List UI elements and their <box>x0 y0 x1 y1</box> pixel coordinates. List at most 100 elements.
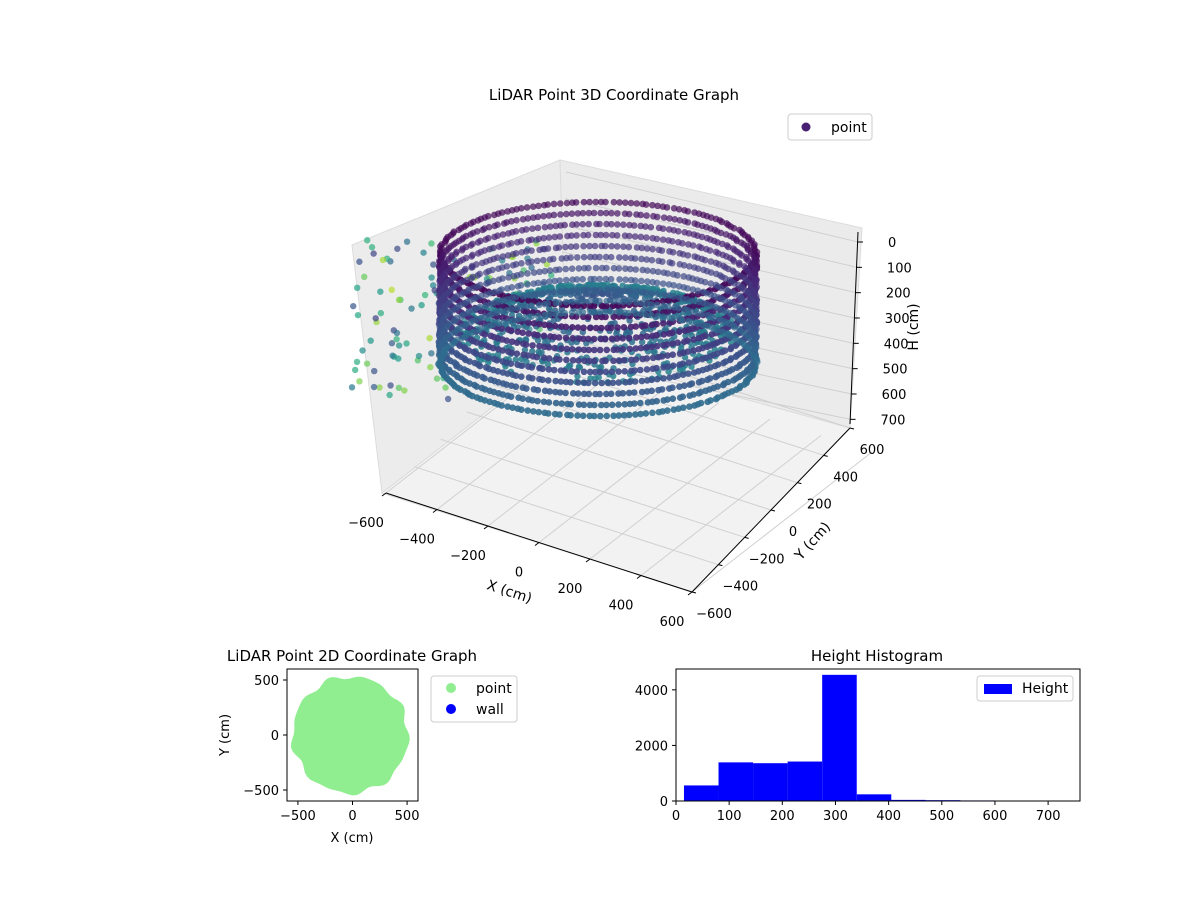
scatter-point <box>515 394 522 402</box>
scatter-point <box>602 390 610 398</box>
scatter-point <box>534 279 542 287</box>
scatter-point <box>476 270 484 278</box>
scatter-point <box>675 227 682 235</box>
scatter-point <box>625 298 632 306</box>
scatter-point <box>675 205 683 213</box>
scatter-point <box>596 297 603 305</box>
scatter-point <box>507 306 515 313</box>
scatter-point <box>477 351 485 359</box>
x-tick-mark <box>381 492 387 497</box>
scatter-point <box>408 305 415 312</box>
scatter-point <box>485 359 492 366</box>
scatter-point <box>609 379 617 387</box>
scatter-point <box>638 388 646 396</box>
scatter-point <box>648 256 656 264</box>
scatter-point <box>695 390 703 397</box>
scatter-point <box>363 360 371 367</box>
scatter-point <box>597 231 605 239</box>
scatter-point <box>603 297 610 305</box>
scatter-point <box>551 410 559 418</box>
scatter-point <box>708 331 716 338</box>
scatter-point <box>751 336 759 344</box>
scatter-point <box>643 245 651 252</box>
scatter-point <box>415 352 423 360</box>
z-tick-label: 400 <box>884 337 909 352</box>
scatter-point <box>575 401 583 408</box>
scatter-point <box>695 379 703 386</box>
z-tick-label: 0 <box>888 236 896 251</box>
scatter-point <box>647 223 655 231</box>
scatter-point <box>567 243 575 251</box>
scatter-point <box>579 209 587 217</box>
scatter-point <box>541 343 548 351</box>
scatter-point <box>592 198 600 206</box>
histogram-frame <box>675 668 1081 802</box>
scatter-point <box>586 297 594 305</box>
histogram-bar <box>683 785 719 801</box>
scatter-point <box>498 209 506 216</box>
scatter-point <box>530 331 538 338</box>
scatter-point <box>556 277 563 284</box>
scatter-point <box>514 361 521 369</box>
scatter-point <box>490 355 498 363</box>
scatter-point <box>614 324 621 331</box>
scatter-point <box>615 412 623 419</box>
scatter-point <box>504 252 512 259</box>
scatter-point <box>524 407 532 414</box>
histogram-bar <box>891 799 926 801</box>
scatter-point <box>359 347 366 354</box>
scatter-point <box>525 330 532 337</box>
scatter-point <box>580 390 588 398</box>
scatter-point <box>753 325 760 333</box>
scatter-point <box>602 308 610 316</box>
scatter-point <box>591 308 599 316</box>
scatter-point <box>626 345 634 353</box>
plot-2d-legend-marker-point <box>446 683 456 693</box>
y-tick-label: 200 <box>807 498 832 513</box>
plot-3d-legend: point <box>787 113 873 141</box>
scatter-point <box>681 382 688 389</box>
scatter-point <box>590 209 598 217</box>
scatter-point <box>513 350 521 358</box>
scatter-point <box>535 235 542 243</box>
scatter-point <box>528 247 535 254</box>
scatter-point <box>603 220 610 228</box>
histogram-title: Height Histogram <box>811 647 943 665</box>
scatter-point <box>498 242 506 249</box>
scatter-point <box>669 249 677 256</box>
x-tick-label: 0 <box>672 809 680 824</box>
scatter-point <box>586 357 593 365</box>
scatter-point <box>558 345 565 352</box>
histogram-legend: Height <box>976 675 1074 702</box>
x-tick-label: 0 <box>348 809 356 824</box>
scatter-point <box>552 388 559 396</box>
scatter-point <box>752 292 760 300</box>
scatter-point <box>613 335 621 342</box>
scatter-point <box>494 232 501 239</box>
scatter-point <box>632 345 640 352</box>
x-tick-label: −200 <box>450 549 486 564</box>
x-tick-label: 100 <box>717 809 742 824</box>
scatter-point <box>395 342 403 349</box>
histogram-ticks: 0 100 200 300 400 500 600 700 0 2000 4000 <box>635 684 1061 824</box>
scatter-point <box>613 232 621 239</box>
scatter-point <box>489 321 497 329</box>
scatter-point <box>579 220 586 228</box>
scatter-point <box>351 366 359 374</box>
scatter-point <box>669 238 676 245</box>
scatter-point <box>753 248 761 256</box>
scatter-point <box>580 242 587 250</box>
scatter-point <box>730 257 738 265</box>
scatter-point <box>675 304 682 312</box>
scatter-point <box>569 356 577 364</box>
scatter-point <box>499 253 507 260</box>
scatter-point <box>517 282 525 289</box>
scatter-point <box>517 238 525 245</box>
x-gridline <box>385 352 567 494</box>
scatter-point <box>579 308 587 316</box>
scatter-point <box>686 403 693 410</box>
scatter-point <box>544 201 552 208</box>
scatter-point <box>469 240 476 248</box>
scatter-point <box>632 334 640 341</box>
